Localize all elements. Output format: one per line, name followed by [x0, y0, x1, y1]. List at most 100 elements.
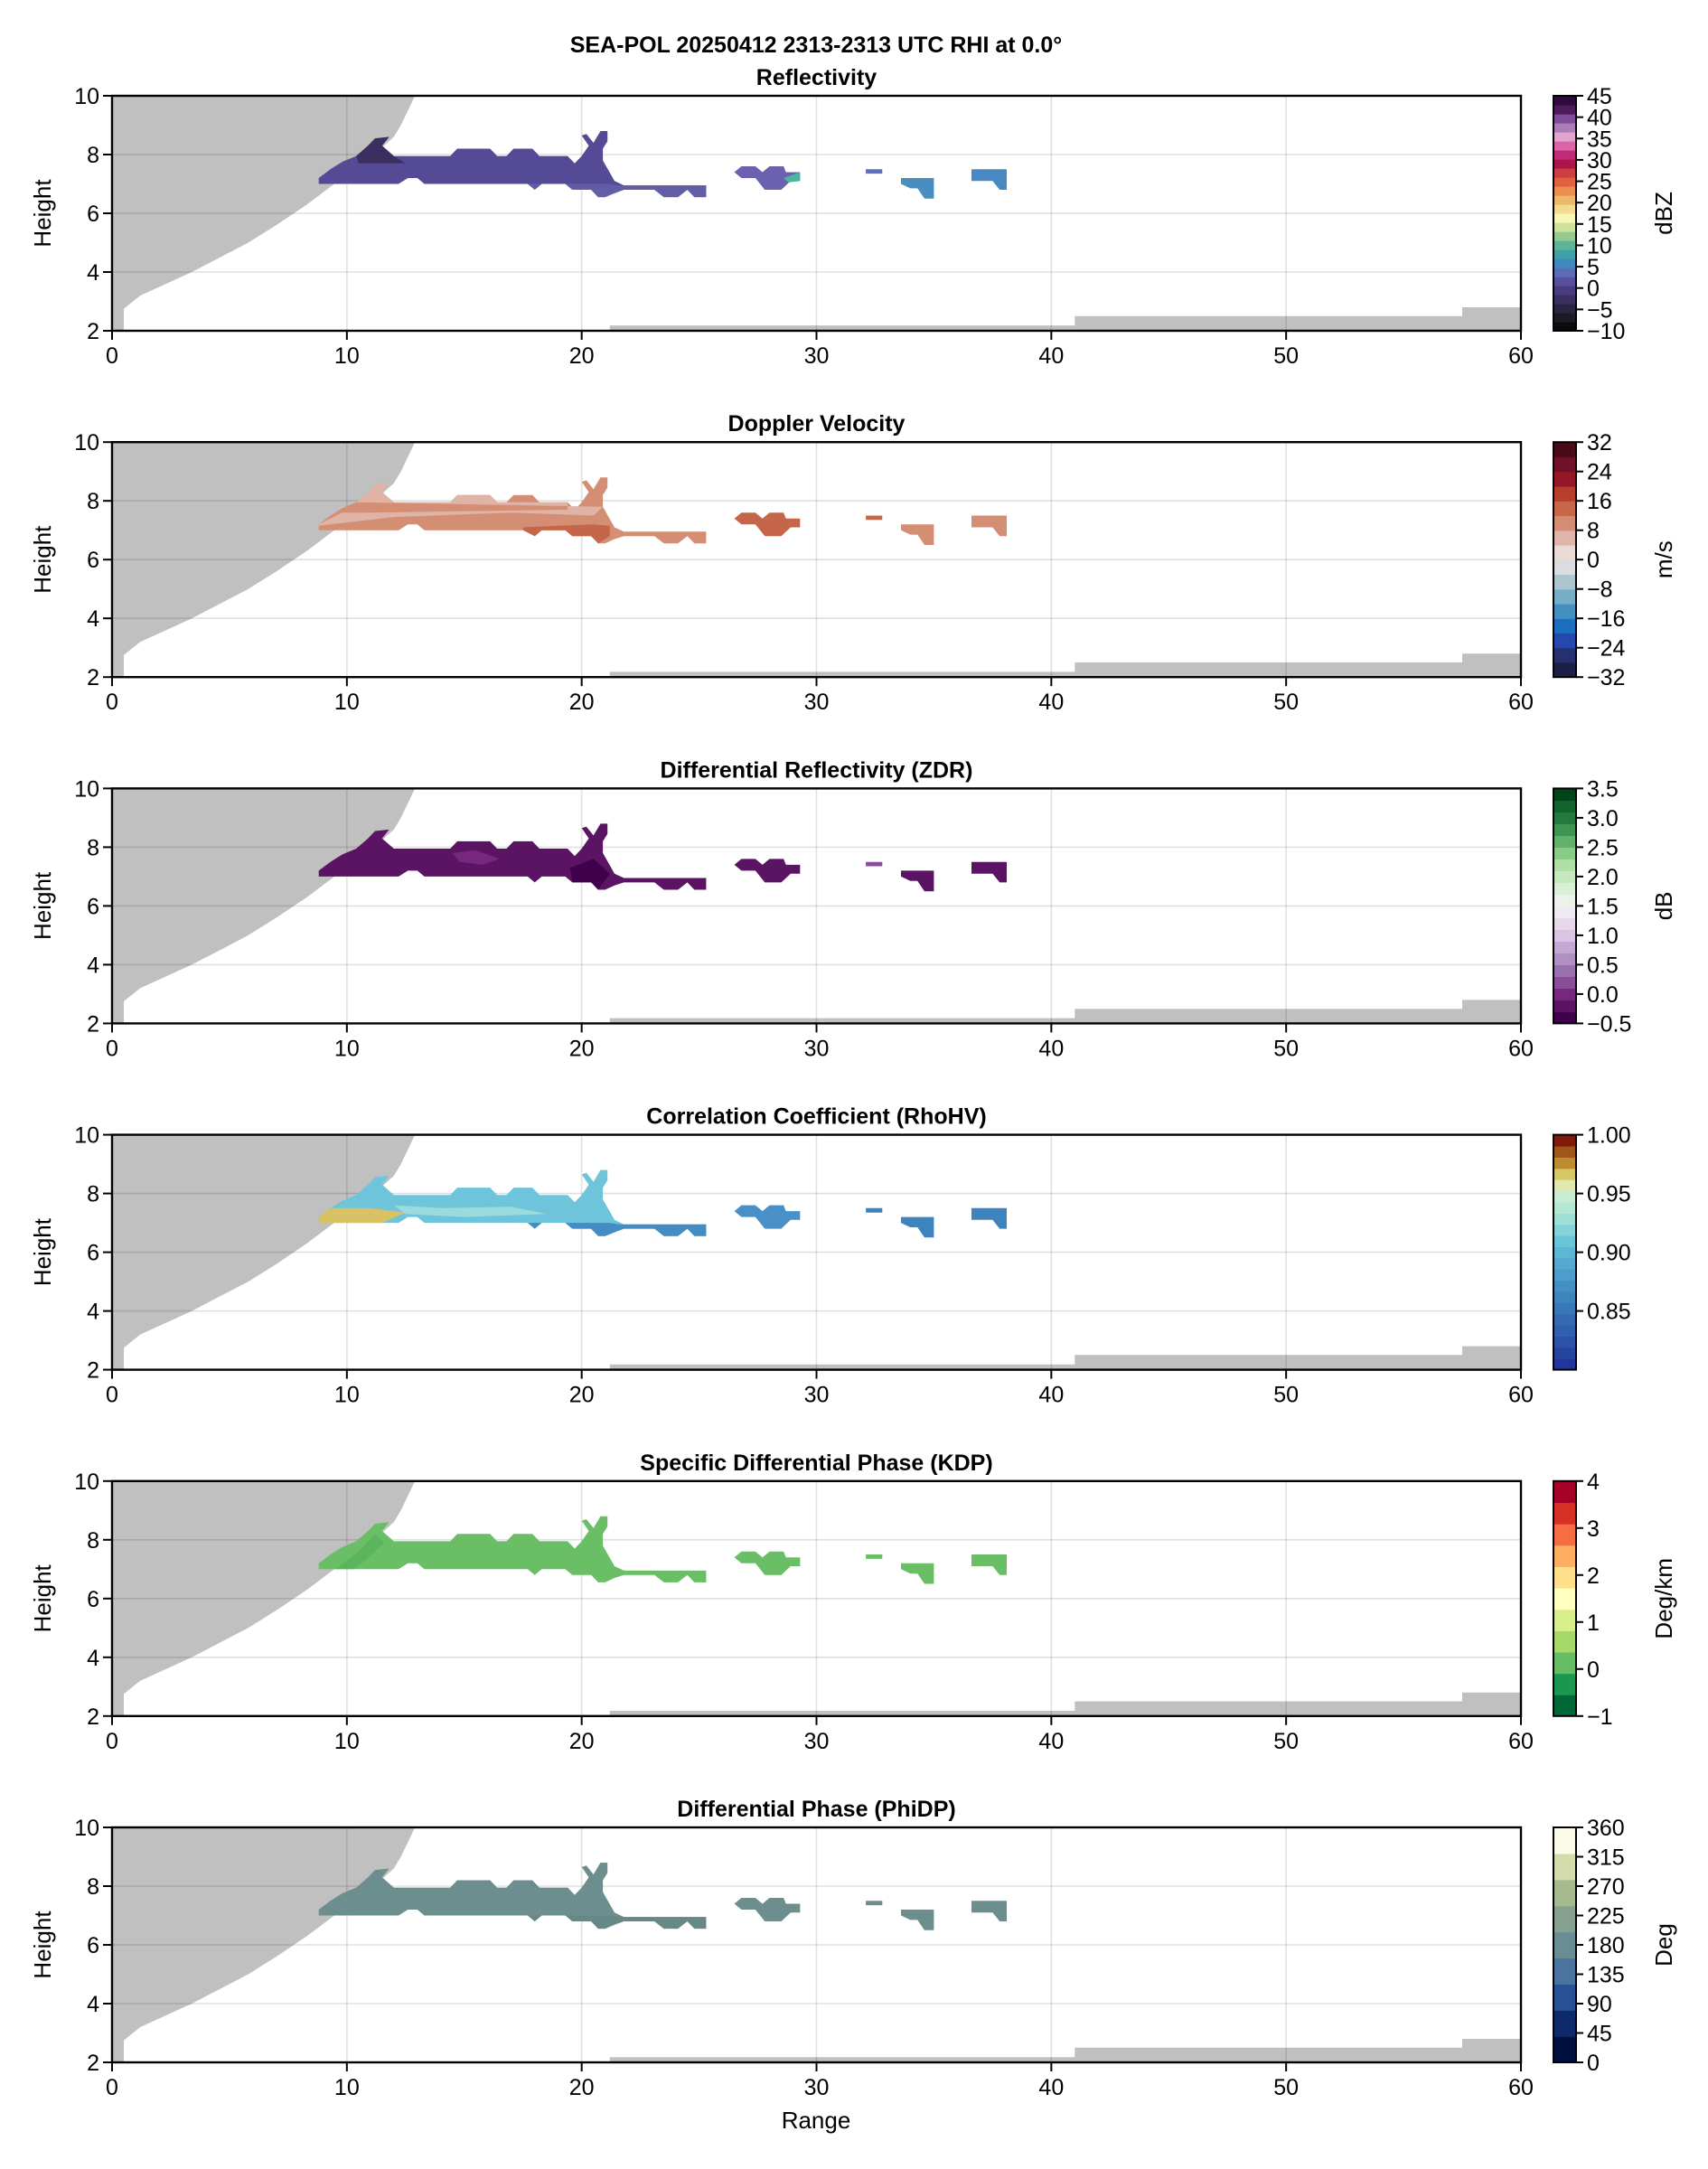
plot-content	[112, 442, 1521, 678]
x-tick-label: 20	[569, 690, 595, 715]
plot-content	[112, 1134, 1521, 1370]
echo-shading-lower	[399, 183, 707, 198]
colorbar-band	[1553, 530, 1576, 546]
colorbar-band	[1553, 1630, 1576, 1653]
echo-cell	[866, 515, 883, 521]
y-tick-label: 4	[87, 1646, 99, 1671]
panel-kdp: Specific Differential Phase (KDP)0 10 20 30…	[29, 1451, 1677, 1754]
colorbar-tick-label: 15	[1587, 212, 1612, 238]
echo-shading-lower	[569, 859, 610, 890]
y-tick-label: 8	[87, 1182, 99, 1207]
colorbar-band	[1553, 1566, 1576, 1589]
x-tick-label: 30	[804, 1383, 830, 1408]
echo-main	[318, 1516, 707, 1582]
colorbar-band	[1553, 471, 1576, 487]
colorbar-band	[1553, 485, 1576, 502]
colorbar-tick-label: 0.85	[1587, 1300, 1631, 1325]
y-tick-label: 2	[87, 665, 99, 690]
y-tick-label: 8	[87, 1874, 99, 1900]
y-axis-label: Height	[29, 871, 56, 940]
colorbar-band	[1553, 186, 1576, 196]
x-tick-label: 40	[1038, 343, 1064, 369]
y-axis-label: Height	[29, 525, 56, 594]
echo-main	[318, 131, 707, 198]
y-tick-label: 8	[87, 489, 99, 514]
echo-shading-lower	[527, 1223, 707, 1236]
colorbar-band	[1553, 1224, 1576, 1236]
colorbar-tick-label: −32	[1587, 665, 1625, 690]
colorbar-tick-label: 30	[1587, 148, 1612, 174]
colorbar-band	[1553, 286, 1576, 296]
colorbar-band	[1553, 304, 1576, 314]
echo-cell	[734, 1898, 801, 1921]
echo-cell	[866, 1207, 883, 1213]
colorbar-band	[1553, 1313, 1576, 1326]
y-tick-label: 4	[87, 953, 99, 978]
colorbar-band	[1553, 1302, 1576, 1315]
colorbar-band	[1553, 1235, 1576, 1248]
colorbar-band	[1553, 929, 1576, 942]
echo-cell	[971, 1901, 1007, 1921]
blocked-beam-region	[112, 1480, 416, 1716]
colorbar-band	[1553, 953, 1576, 965]
panel-title: Correlation Coefficient (RhoHV)	[646, 1104, 986, 1130]
colorbar-band	[1553, 559, 1576, 576]
echo-cell	[971, 861, 1007, 883]
colorbar-band	[1553, 96, 1576, 106]
colorbar-band	[1553, 1853, 1576, 1881]
colorbar-band	[1553, 1011, 1576, 1024]
colorbar-band	[1553, 1958, 1576, 1985]
colorbar-tick-label: 32	[1587, 430, 1612, 455]
y-tick-label: 6	[87, 1241, 99, 1266]
y-tick-label: 4	[87, 1300, 99, 1325]
colorbar-tick-label: 3.0	[1587, 806, 1619, 831]
colorbar-units-label: dBZ	[1650, 192, 1677, 235]
x-tick-label: 30	[804, 690, 830, 715]
plot-content	[112, 1480, 1521, 1716]
colorbar-units-label: dB	[1650, 891, 1677, 920]
colorbar-band	[1553, 800, 1576, 812]
x-tick-label: 60	[1508, 343, 1534, 369]
colorbar-units-label: m/s	[1650, 540, 1677, 578]
echo-cell	[971, 515, 1007, 537]
colorbar-band	[1553, 1545, 1576, 1567]
colorbar-band	[1553, 812, 1576, 824]
colorbar-tick-label: 0.5	[1587, 953, 1619, 978]
colorbar-band	[1553, 1587, 1576, 1610]
echo-cell	[901, 870, 934, 892]
colorbar-band	[1553, 141, 1576, 151]
colorbar-band	[1553, 2010, 1576, 2037]
colorbar-tick-label: 2.5	[1587, 835, 1619, 860]
echo-shading-upper	[452, 850, 500, 865]
colorbar-tick-label: 90	[1587, 1992, 1612, 2017]
echo-cell	[901, 1563, 934, 1584]
echo-cell	[971, 1207, 1007, 1229]
colorbar-band	[1553, 823, 1576, 836]
colorbar-band	[1553, 988, 1576, 1000]
colorbar-tick-label: 180	[1587, 1933, 1625, 1958]
colorbar-band	[1553, 2036, 1576, 2063]
colorbar-band	[1553, 1931, 1576, 1959]
x-tick-label: 20	[569, 1383, 595, 1408]
x-tick-label: 0	[106, 1729, 118, 1754]
x-tick-label: 60	[1508, 690, 1534, 715]
colorbar-tick-label: 0	[1587, 548, 1600, 573]
colorbar-tick-label: 0.0	[1587, 982, 1619, 1008]
y-tick-label: 10	[74, 430, 99, 455]
ground-clutter-region	[609, 653, 1521, 678]
y-tick-label: 2	[87, 319, 99, 344]
colorbar-band	[1553, 1190, 1576, 1203]
ground-clutter-region	[609, 2039, 1521, 2062]
colorbar-band	[1553, 177, 1576, 187]
colorbar-tick-label: 315	[1587, 1845, 1625, 1871]
panel-title: Differential Reflectivity (ZDR)	[661, 757, 973, 783]
colorbar-band	[1553, 835, 1576, 848]
colorbar-tick-label: −8	[1587, 577, 1613, 603]
colorbar-band	[1553, 1609, 1576, 1631]
colorbar-units-label: Deg	[1650, 1923, 1677, 1967]
blocked-beam-region	[112, 96, 416, 331]
y-tick-label: 4	[87, 1992, 99, 2017]
colorbar-tick-label: 5	[1587, 255, 1600, 280]
